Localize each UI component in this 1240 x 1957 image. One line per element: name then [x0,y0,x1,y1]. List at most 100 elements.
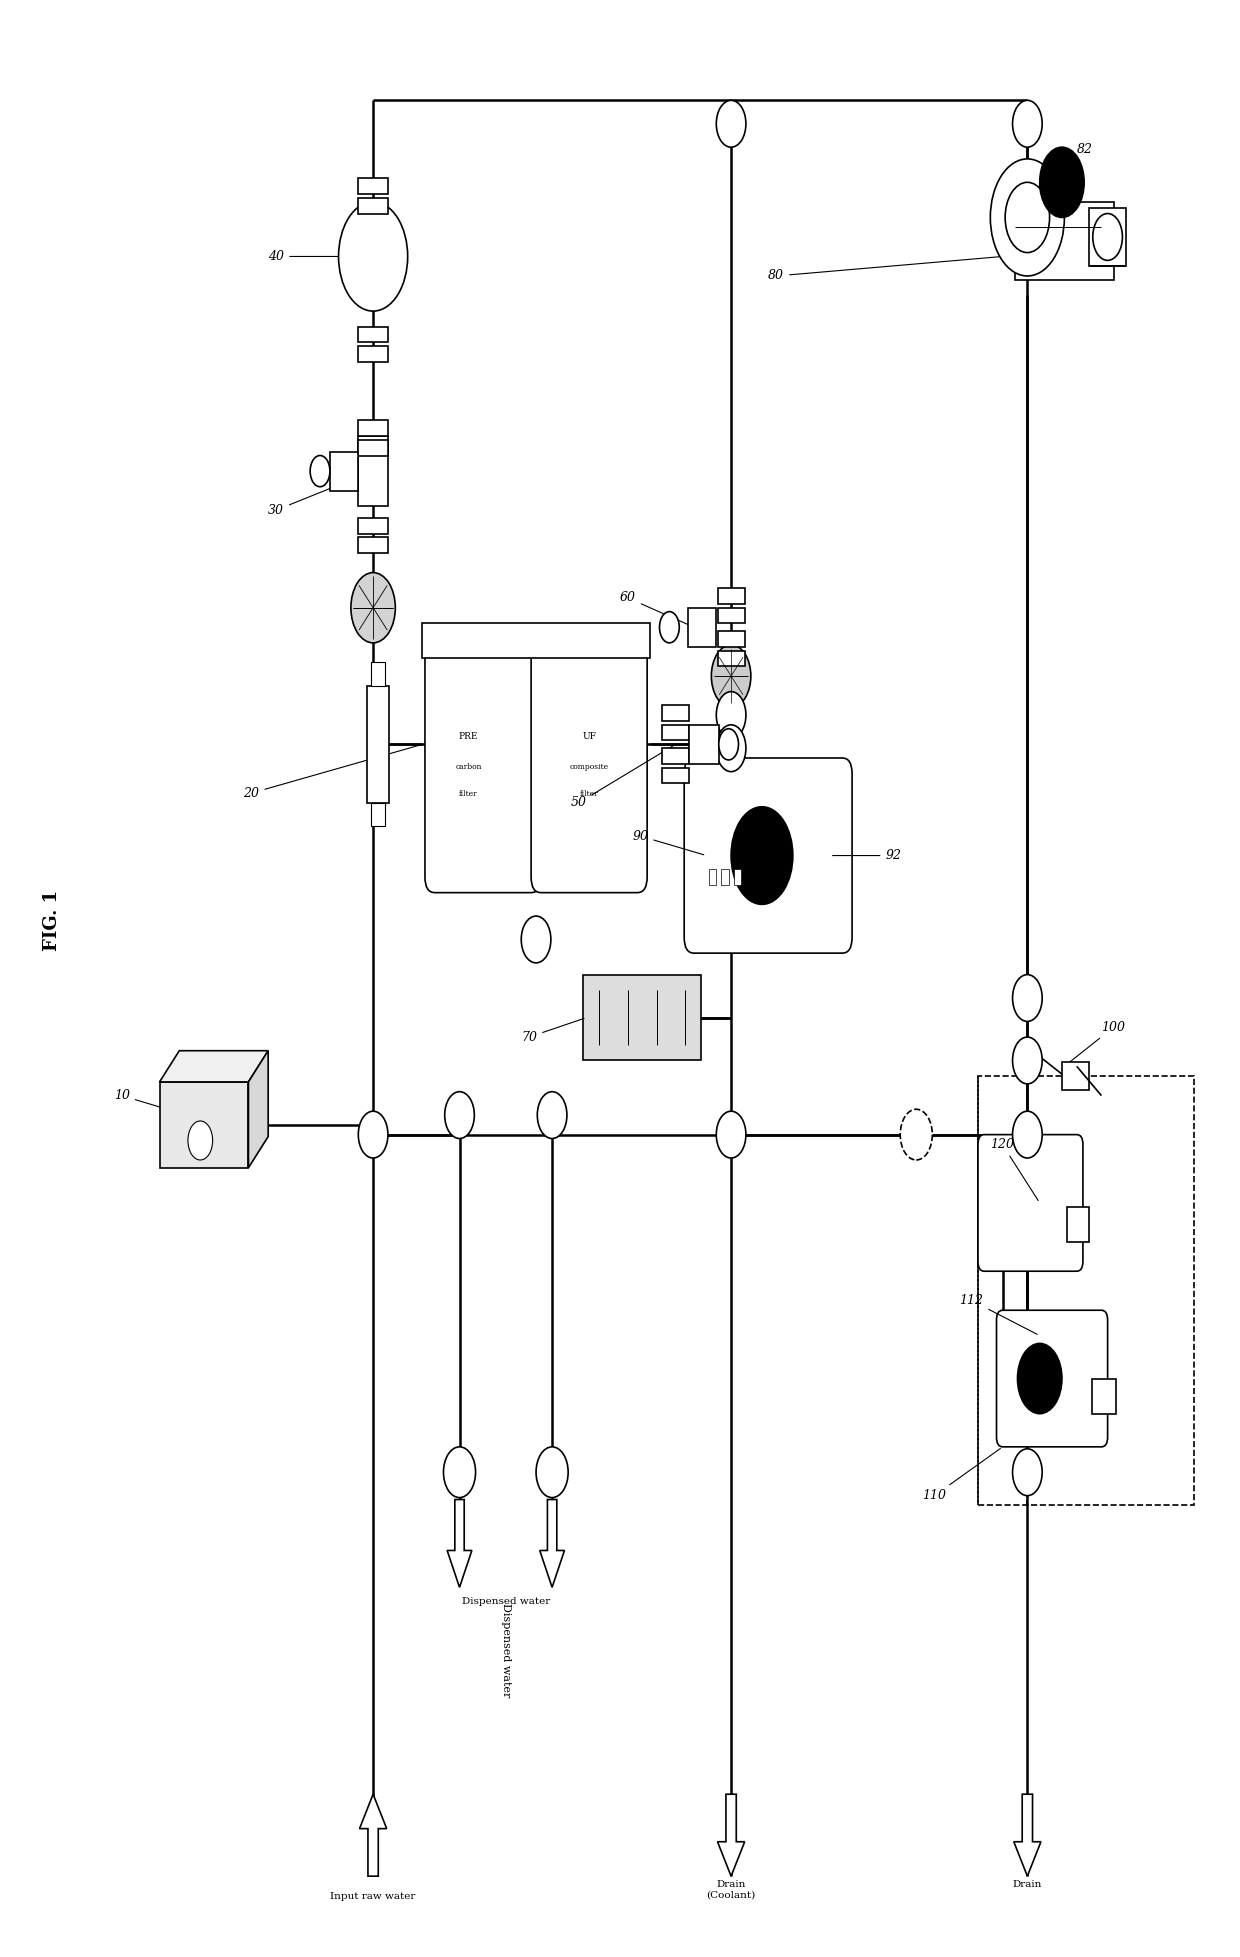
Polygon shape [248,1051,268,1168]
Bar [718,632,745,646]
Polygon shape [360,1795,387,1877]
Bar [358,178,388,194]
Circle shape [1013,100,1042,147]
Text: Dispensed water: Dispensed water [501,1603,511,1697]
Text: 60: 60 [620,591,692,626]
Circle shape [1092,213,1122,260]
Bar [1091,1378,1116,1413]
Bar [358,421,388,436]
Circle shape [719,728,739,759]
Bar [1066,1207,1089,1243]
Text: 100: 100 [1066,1022,1126,1065]
Circle shape [310,456,330,487]
Bar [978,1076,1194,1505]
Circle shape [339,202,408,311]
Bar [358,440,388,456]
Text: Drain: Drain [1013,1881,1042,1889]
FancyBboxPatch shape [997,1311,1107,1446]
FancyBboxPatch shape [531,636,647,892]
Polygon shape [160,1051,268,1082]
Bar [358,346,388,362]
Text: composite: composite [569,763,609,771]
FancyBboxPatch shape [583,975,702,1061]
Text: 10: 10 [114,1090,216,1123]
Circle shape [717,1112,746,1159]
Text: filter: filter [459,791,477,798]
Text: UF: UF [582,732,596,742]
Text: 112: 112 [960,1294,1037,1335]
Text: carbon: carbon [455,763,482,771]
Polygon shape [1014,1795,1040,1877]
FancyBboxPatch shape [425,636,541,892]
Bar [1061,1063,1089,1090]
Bar [404,695,496,793]
Polygon shape [448,1499,472,1587]
Text: FIG. 1: FIG. 1 [43,888,61,951]
Circle shape [717,100,746,147]
Circle shape [712,644,751,706]
Bar [718,650,745,665]
Bar [662,748,689,763]
Bar [160,1082,248,1168]
Bar [722,869,729,885]
Text: filter: filter [580,791,599,798]
Circle shape [537,1092,567,1139]
Bar [688,609,717,646]
Circle shape [1018,1343,1061,1413]
Bar [423,624,650,658]
Polygon shape [539,1499,564,1587]
Bar [371,661,386,685]
Circle shape [1039,147,1084,217]
Circle shape [445,1092,475,1139]
Text: 20: 20 [243,746,420,800]
FancyBboxPatch shape [684,757,852,953]
Text: 82: 82 [1064,143,1092,180]
Bar [709,869,717,885]
Bar [358,198,388,213]
Polygon shape [718,1795,745,1877]
Bar [662,724,689,740]
Bar [718,589,745,605]
Bar [358,327,388,342]
Bar [367,685,389,802]
Circle shape [732,806,792,904]
Bar [358,519,388,534]
Circle shape [1006,182,1049,252]
Circle shape [717,691,746,738]
Bar [718,609,745,624]
Text: Input raw water: Input raw water [330,1892,415,1900]
Circle shape [991,159,1064,276]
Circle shape [1013,1037,1042,1084]
Bar [1016,202,1114,280]
Bar [689,724,719,763]
Text: 90: 90 [632,830,704,855]
Circle shape [351,573,396,642]
Text: 30: 30 [268,472,371,517]
Text: 80: 80 [768,256,999,282]
Circle shape [1013,975,1042,1022]
Text: Drain
(Coolant): Drain (Coolant) [707,1881,755,1900]
Circle shape [660,613,680,642]
Circle shape [521,916,551,963]
Circle shape [358,1112,388,1159]
Circle shape [188,1121,212,1161]
Circle shape [717,724,746,771]
Text: PRE: PRE [459,732,479,742]
Bar [330,452,358,491]
Bar [734,869,742,885]
Circle shape [444,1446,476,1497]
Circle shape [1013,1448,1042,1495]
Circle shape [536,1446,568,1497]
Circle shape [900,1110,932,1161]
Text: 50: 50 [570,746,673,810]
Text: 110: 110 [923,1448,1001,1503]
Bar [358,538,388,554]
Bar [662,705,689,720]
Text: 120: 120 [991,1137,1038,1200]
Bar [1089,207,1126,266]
Text: 70: 70 [521,1018,584,1043]
Circle shape [1013,1112,1042,1159]
FancyBboxPatch shape [978,1135,1083,1272]
Bar [371,802,386,826]
Text: 40: 40 [268,250,371,262]
